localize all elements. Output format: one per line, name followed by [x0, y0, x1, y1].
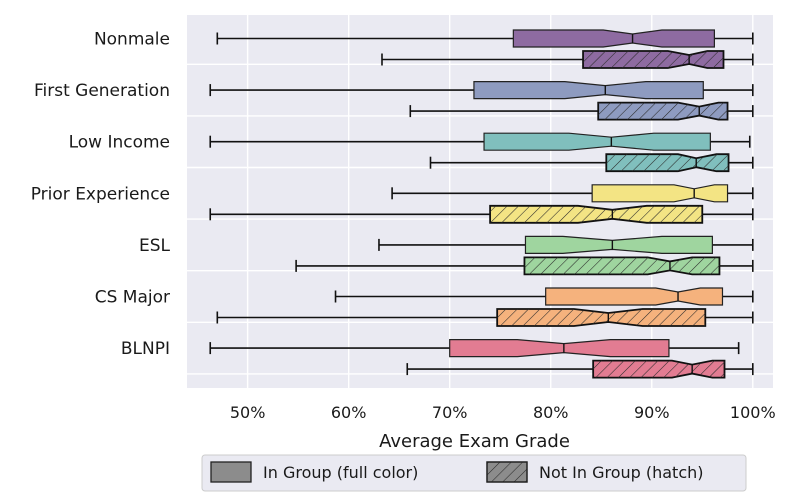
legend-label-in-group: In Group (full color): [263, 463, 418, 482]
box-body: [524, 235, 713, 254]
x-tick-label: 60%: [331, 403, 367, 422]
x-axis-title: Average Exam Grade: [379, 431, 570, 452]
x-tick-label: 50%: [230, 403, 266, 422]
x-tick-label: 80%: [533, 403, 569, 422]
legend-label-not-in-group: Not In Group (hatch): [539, 463, 704, 482]
category-labels: Nonmale First Generation Low Income Prior E…: [31, 30, 171, 360]
plot-background: [187, 15, 773, 388]
x-tick-labels: 50% 60% 70% 80% 90% 100%: [230, 403, 776, 422]
x-tick-label: 70%: [432, 403, 468, 422]
box-hatch: [583, 51, 724, 68]
box-body: [483, 132, 711, 151]
boxes-layer: [209, 29, 754, 379]
legend-swatch-hatch: [486, 461, 528, 483]
category-label: Nonmale: [94, 30, 170, 50]
box-in-group: [216, 29, 754, 48]
box-not-in-group: [216, 308, 754, 327]
box-in-group: [209, 132, 751, 151]
box-hatch: [606, 154, 729, 172]
box-in-group: [391, 184, 754, 203]
box-hatch: [497, 309, 706, 326]
category-label: BLNPI: [121, 339, 170, 359]
box-not-in-group: [406, 359, 754, 379]
box-not-in-group: [209, 204, 754, 224]
x-tick-label: 90%: [634, 403, 670, 422]
box-hatch: [593, 360, 725, 378]
box-in-group: [209, 339, 740, 358]
box-hatch: [524, 257, 720, 275]
box-body: [545, 287, 724, 306]
legend: In Group (full color) Not In Group (hatc…: [201, 454, 747, 492]
category-label: Prior Experience: [31, 184, 170, 204]
box-in-group: [378, 235, 754, 254]
category-label: CS Major: [95, 288, 170, 308]
box-not-in-group: [409, 101, 754, 121]
box-body: [473, 81, 704, 100]
box-body: [512, 29, 715, 48]
box-in-group: [334, 287, 754, 306]
x-tick-label: 100%: [730, 403, 776, 422]
box-not-in-group: [381, 50, 754, 69]
box-body: [449, 339, 670, 358]
box-not-in-group: [429, 153, 754, 173]
box-not-in-group: [295, 256, 754, 276]
legend-swatch-in-group: [210, 461, 252, 483]
category-label: ESL: [139, 236, 171, 256]
legend-frame: [201, 454, 747, 492]
box-in-group: [209, 81, 754, 100]
category-label: First Generation: [34, 81, 170, 101]
box-body: [591, 184, 729, 203]
box-hatch: [598, 102, 728, 120]
box-hatch: [490, 205, 703, 223]
category-label: Low Income: [69, 133, 170, 153]
